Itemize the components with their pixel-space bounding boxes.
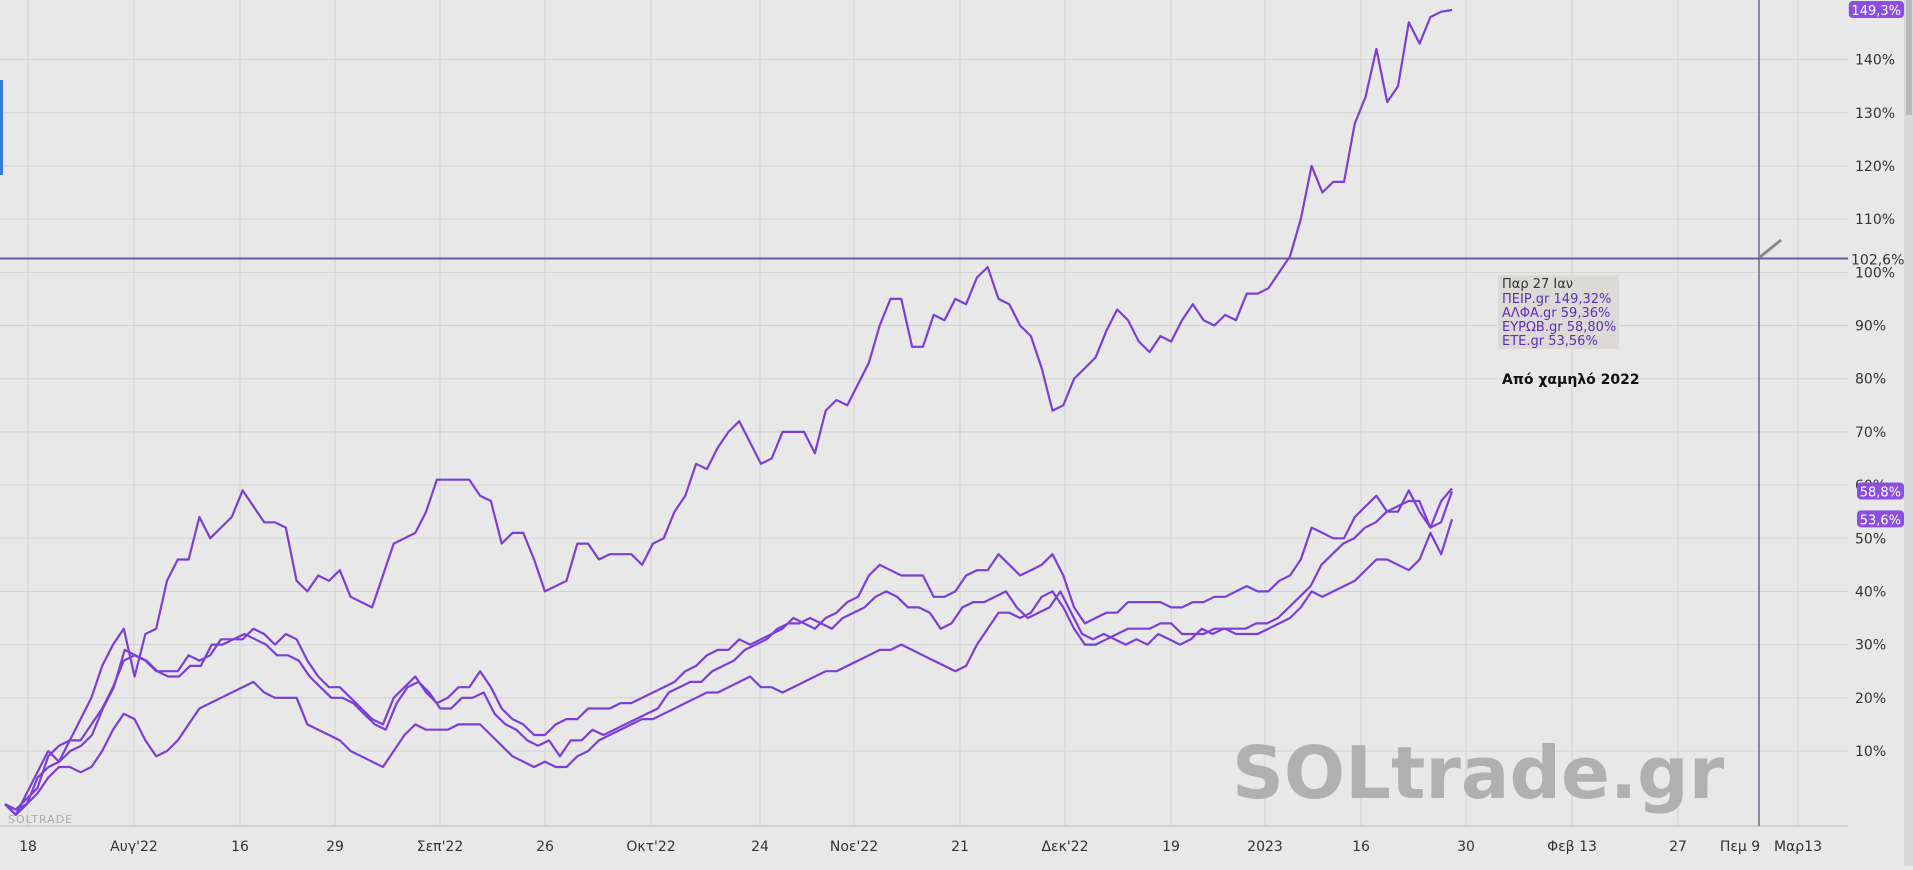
series-line bbox=[4, 491, 1454, 816]
end-label-text: 53,6% bbox=[1860, 513, 1901, 528]
tooltip-line: ΠΕΙΡ.gr 149,32% bbox=[1502, 292, 1611, 307]
end-label-badge bbox=[1848, 1, 1904, 18]
y-tick-label: 70% bbox=[1855, 425, 1886, 441]
x-tick-label: 26 bbox=[536, 839, 554, 855]
x-tick-label: 19 bbox=[1162, 839, 1180, 855]
left-edge-marker bbox=[0, 80, 3, 175]
x-tick-label: Σεπ'22 bbox=[417, 839, 464, 855]
x-tick-label: Αυγ'22 bbox=[110, 839, 158, 855]
annotation-text: Από χαμηλό 2022 bbox=[1502, 372, 1640, 388]
x-tick-label: 29 bbox=[326, 839, 344, 855]
y-tick-label: 110% bbox=[1855, 212, 1895, 228]
y-tick-label: 140% bbox=[1855, 53, 1895, 69]
y-tick-label: 50% bbox=[1855, 531, 1886, 547]
x-tick-label: 27 bbox=[1669, 839, 1687, 855]
y-tick-label: 130% bbox=[1855, 106, 1895, 122]
end-label-text: 149,3% bbox=[1851, 4, 1901, 19]
tooltip-line: ΑΛΦΑ.gr 59,36% bbox=[1502, 306, 1610, 321]
tooltip-line: ΕΥΡΩΒ.gr 58,80% bbox=[1502, 320, 1616, 335]
crosshair-date-label: Πεμ 9 bbox=[1720, 839, 1760, 855]
x-tick-label: 16 bbox=[1352, 839, 1370, 855]
x-tick-label: 2023 bbox=[1247, 839, 1283, 855]
draw-tool-icon[interactable] bbox=[1759, 238, 1782, 259]
end-labels: 149,3% 58,8% 53,6% bbox=[1848, 1, 1904, 528]
y-tick-label: 20% bbox=[1855, 691, 1886, 707]
end-label-badge bbox=[1857, 482, 1904, 500]
y-tick-label: 80% bbox=[1855, 372, 1886, 388]
x-tick-label: 30 bbox=[1457, 839, 1475, 855]
series-layer bbox=[4, 8, 1454, 816]
x-tick-label: 24 bbox=[751, 839, 769, 855]
tooltip: Παρ 27 Ιαν ΠΕΙΡ.gr 149,32% ΑΛΦΑ.gr 59,36… bbox=[1498, 275, 1619, 349]
x-axis: 18 Αυγ'22 16 29 Σεπ'22 26 Οκτ'22 24 Νοε'22 21 Δεκ'… bbox=[19, 839, 1822, 855]
watermark: SOLtrade.gr bbox=[1232, 731, 1725, 815]
scrollbar-thumb[interactable] bbox=[1906, 0, 1912, 115]
x-tick-label: 21 bbox=[951, 839, 969, 855]
y-tick-label: 10% bbox=[1855, 744, 1886, 760]
y-tick-label: 100% bbox=[1855, 265, 1895, 281]
tooltip-line: ΕΤΕ.gr 53,56% bbox=[1502, 334, 1598, 349]
end-label-badge bbox=[1857, 510, 1904, 528]
y-tick-label: 90% bbox=[1855, 319, 1886, 335]
series-line bbox=[4, 518, 1454, 811]
x-tick-label: Οκτ'22 bbox=[626, 839, 675, 855]
tooltip-box bbox=[1498, 275, 1619, 349]
y-axis: 10%20%30%40%50%60%70%80%90%100%110%120%1… bbox=[1851, 53, 1904, 760]
y-tick-label: 120% bbox=[1855, 159, 1895, 175]
reference-line-label: 102,6% bbox=[1851, 252, 1904, 268]
x-tick-label: Δεκ'22 bbox=[1041, 839, 1088, 855]
x-tick-label: 18 bbox=[19, 839, 37, 855]
end-label-text: 58,8% bbox=[1860, 485, 1901, 500]
series-line bbox=[4, 8, 1453, 816]
scrollbar-track[interactable] bbox=[1904, 0, 1913, 866]
x-tick-label: Μαρ13 bbox=[1774, 839, 1822, 855]
x-tick-label: Νοε'22 bbox=[830, 839, 878, 855]
watermark-small: SOLTRADE bbox=[8, 813, 73, 826]
x-tick-label: Φεβ 13 bbox=[1547, 839, 1597, 855]
tooltip-title: Παρ 27 Ιαν bbox=[1502, 277, 1573, 292]
y-tick-label: 40% bbox=[1855, 584, 1886, 600]
y-tick-label: 30% bbox=[1855, 638, 1886, 654]
grid bbox=[0, 0, 1848, 827]
x-tick-label: 16 bbox=[231, 839, 249, 855]
